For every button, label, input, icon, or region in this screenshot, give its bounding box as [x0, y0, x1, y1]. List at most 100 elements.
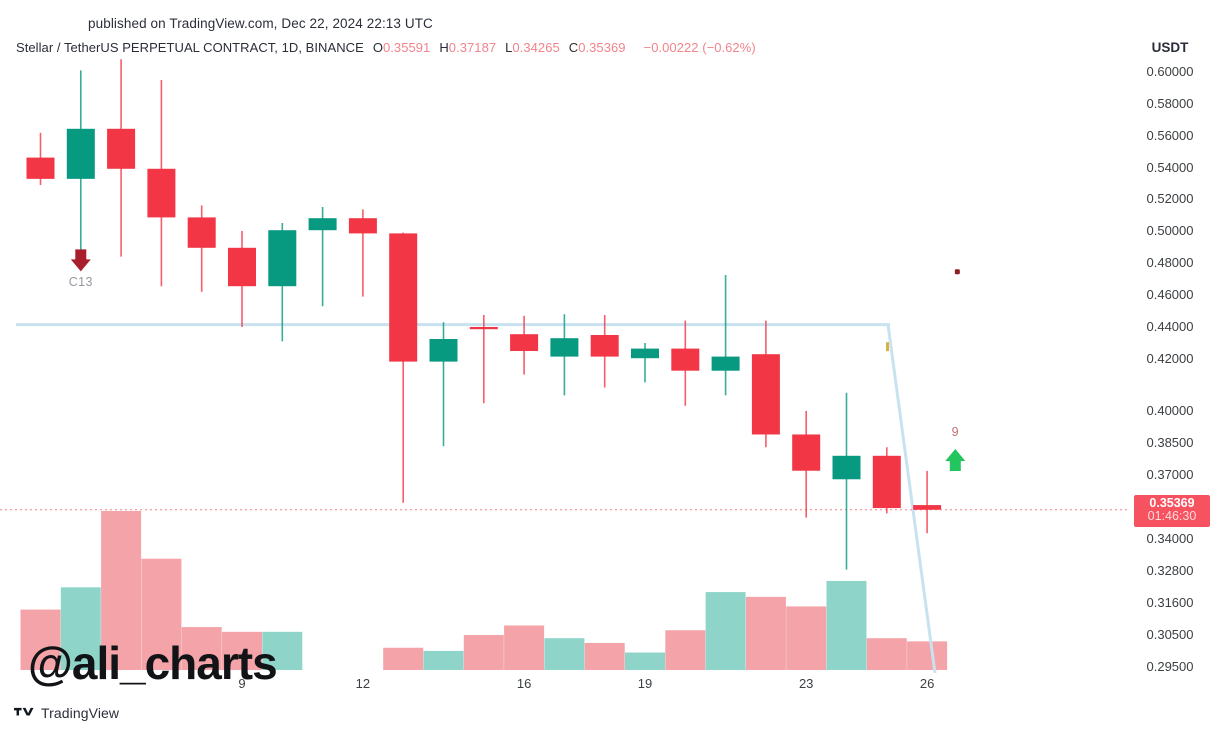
legend-low-value: 0.34265	[512, 40, 560, 55]
candle-body[interactable]	[268, 230, 297, 287]
time-axis[interactable]: 9 12 16 19 23 26	[0, 676, 1128, 700]
volume-bar	[625, 652, 665, 670]
price-axis-label: 0.46000	[1146, 287, 1194, 302]
candle-body[interactable]	[107, 128, 136, 169]
candle-body[interactable]	[66, 128, 95, 179]
legend-change: −0.00222 (−0.62%)	[643, 40, 756, 55]
chart-legend: Stellar / TetherUS PERPETUAL CONTRACT, 1…	[16, 40, 756, 55]
price-axis-label: 0.40000	[1146, 403, 1194, 418]
price-axis-unit: USDT	[1151, 40, 1189, 55]
volume-bar	[745, 596, 786, 670]
candle-body[interactable]	[510, 334, 539, 351]
c13-marker-label: C13	[68, 275, 93, 290]
candle-body[interactable]	[389, 233, 418, 362]
legend-open-value: 0.35591	[382, 40, 431, 55]
dot-marker	[954, 269, 960, 275]
volume-bar	[463, 635, 504, 670]
bar-countdown: 01:46:30	[1147, 509, 1197, 524]
candle-body[interactable]	[792, 434, 821, 471]
chart-canvas	[0, 59, 1128, 673]
time-axis-label: 12	[355, 676, 371, 691]
candle-body[interactable]	[348, 218, 377, 234]
legend-high-value: 0.37187	[448, 40, 497, 55]
volume-bar	[423, 650, 464, 670]
volume-bar	[866, 638, 907, 670]
current-price-badge: 0.35369 01:46:30	[1134, 494, 1210, 527]
candle-body[interactable]	[631, 348, 659, 359]
tradingview-logo-icon	[14, 707, 34, 716]
candle-body[interactable]	[228, 247, 256, 287]
time-axis-label: 23	[798, 676, 814, 691]
candle-body[interactable]	[469, 327, 498, 330]
volume-bar	[60, 587, 101, 670]
price-axis-label: 0.37000	[1146, 467, 1194, 482]
price-axis-label: 0.44000	[1146, 319, 1194, 334]
candle-body[interactable]	[913, 505, 942, 510]
price-axis-label: 0.52000	[1146, 191, 1194, 206]
volume-bar	[141, 558, 182, 670]
volume-bar	[705, 592, 746, 670]
volume-bar	[101, 511, 142, 670]
price-axis-label: 0.58000	[1146, 96, 1194, 111]
time-axis-label: 26	[919, 676, 935, 691]
price-axis-label: 0.42000	[1146, 351, 1194, 366]
price-axis-label: 0.60000	[1146, 64, 1194, 79]
price-axis-label: 0.48000	[1146, 255, 1194, 270]
price-axis-label: 0.32800	[1146, 563, 1194, 578]
volume-bar	[383, 647, 424, 670]
candle-body[interactable]	[711, 356, 740, 371]
legend-symbol[interactable]: Stellar / TetherUS PERPETUAL CONTRACT, 1…	[16, 40, 364, 55]
tradingview-brand: TradingView	[14, 705, 119, 721]
legend-close-value: 0.35369	[578, 40, 626, 55]
candle-body[interactable]	[550, 338, 579, 357]
price-axis-label: 0.34000	[1146, 531, 1194, 546]
legend-close-key: C	[568, 40, 579, 55]
nine-marker-label: 9	[951, 425, 959, 439]
price-axis-label: 0.56000	[1146, 128, 1194, 143]
volume-bar	[222, 631, 262, 670]
signal-arrow-down-icon	[70, 249, 91, 272]
candle-body[interactable]	[26, 157, 55, 179]
volume-bar	[665, 630, 706, 670]
time-axis-label: 19	[637, 676, 653, 691]
volume-bar	[262, 631, 303, 670]
tradingview-brand-label: TradingView	[41, 705, 120, 721]
volume-bar	[826, 580, 867, 670]
legend-low-key: L	[505, 40, 513, 55]
volume-bar	[584, 642, 625, 670]
candle-body[interactable]	[187, 217, 216, 248]
price-axis[interactable]: USDT 0.60000 0.58000 0.56000 0.54000 0.52000…	[1128, 36, 1220, 676]
price-axis-label: 0.50000	[1146, 223, 1194, 238]
volume-bar	[20, 609, 61, 670]
time-axis-label: 9	[238, 676, 246, 691]
volume-bar	[907, 641, 948, 670]
candle-body[interactable]	[590, 335, 619, 357]
price-axis-label: 0.31600	[1146, 595, 1194, 610]
price-plot-area[interactable]	[0, 58, 1128, 673]
price-axis-label: 0.38500	[1146, 435, 1194, 450]
volume-bar	[544, 638, 585, 670]
price-axis-label: 0.54000	[1146, 160, 1194, 175]
candle-body[interactable]	[308, 218, 337, 231]
descending-trendline[interactable]	[886, 323, 937, 673]
volume-bar	[181, 627, 222, 670]
price-axis-label: 0.29500	[1146, 659, 1194, 674]
candle-body[interactable]	[147, 168, 176, 218]
time-axis-label: 16	[516, 676, 532, 691]
candle-body[interactable]	[671, 348, 700, 371]
published-caption: published on TradingView.com, Dec 22, 20…	[88, 16, 433, 31]
author-watermark: @ali_charts	[28, 637, 278, 689]
volume-bar	[786, 606, 827, 670]
candle-body[interactable]	[832, 455, 861, 480]
gold-tick-marker	[886, 342, 889, 352]
legend-high-key: H	[439, 40, 449, 55]
price-axis-label: 0.30500	[1146, 627, 1194, 642]
candle-body[interactable]	[429, 339, 458, 362]
signal-arrow-up-icon	[945, 449, 966, 471]
volume-bar	[504, 625, 545, 670]
current-price-value: 0.35369	[1149, 495, 1195, 510]
candle-body[interactable]	[751, 354, 780, 435]
candle-body[interactable]	[872, 455, 901, 509]
legend-open-key: O	[372, 40, 383, 55]
